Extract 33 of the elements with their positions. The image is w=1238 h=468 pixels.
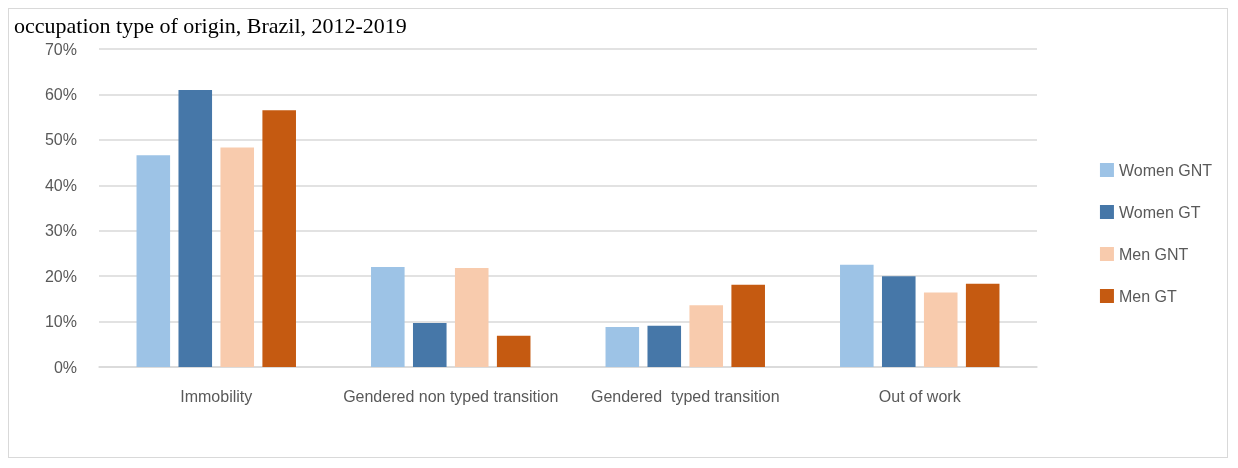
- bar: [881, 276, 916, 367]
- x-tick-label: Immobility: [180, 387, 253, 405]
- x-tick-label: Out of work: [878, 387, 962, 405]
- bar: [412, 322, 447, 367]
- y-tick-label: 60%: [44, 85, 77, 103]
- bar: [220, 147, 255, 367]
- bar: [689, 305, 724, 367]
- legend-label: Women GNT: [1118, 161, 1213, 179]
- legend-label: Men GT: [1118, 287, 1177, 305]
- bar: [965, 283, 1000, 367]
- bar: [136, 155, 171, 367]
- y-tick-label: 30%: [44, 222, 77, 240]
- bar: [647, 325, 682, 367]
- bar: [731, 284, 765, 367]
- x-tick-label: Gendered typed transition: [590, 387, 780, 405]
- y-tick-label: 10%: [44, 313, 77, 331]
- bar: [923, 292, 958, 367]
- bar: [454, 267, 489, 367]
- bar: [178, 89, 213, 367]
- bar: [840, 264, 874, 367]
- y-tick-label: 0%: [53, 358, 77, 376]
- legend-label: Men GNT: [1118, 245, 1189, 263]
- x-tick-label: Gendered non typed transition: [343, 387, 559, 405]
- bar: [262, 110, 296, 367]
- y-tick-label: 20%: [44, 267, 77, 285]
- y-tick-label: 40%: [44, 176, 77, 194]
- bar: [496, 335, 531, 367]
- y-tick-label: 70%: [44, 40, 77, 58]
- chart-title: occupation type of origin, Brazil, 2012-2019: [14, 12, 407, 38]
- y-tick-label: 50%: [44, 131, 77, 149]
- bar: [371, 267, 405, 367]
- legend-label: Women GT: [1118, 203, 1201, 221]
- bar: [605, 327, 640, 367]
